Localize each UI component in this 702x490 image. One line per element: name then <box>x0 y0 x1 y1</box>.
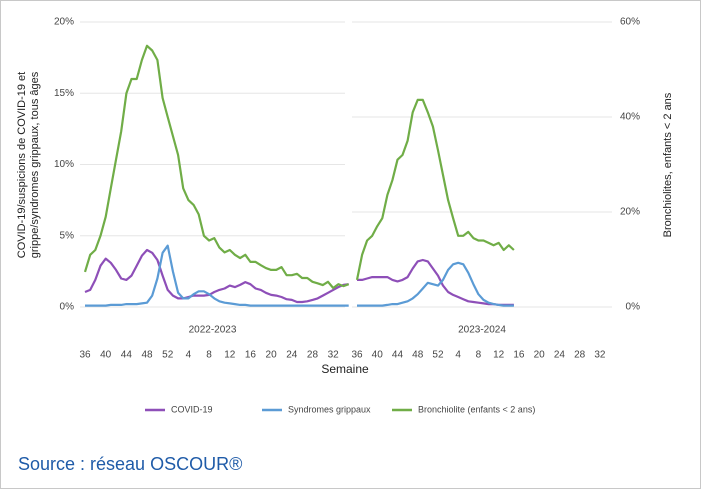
series-line <box>83 44 350 290</box>
series-line <box>355 98 515 281</box>
series-line <box>357 258 514 306</box>
x-tick-label: 32 <box>594 350 606 361</box>
x-tick-label: 16 <box>513 350 525 361</box>
series-line <box>85 244 349 307</box>
x-tick-label: 28 <box>574 350 586 361</box>
x-tick-label: 44 <box>392 350 404 361</box>
x-tick-label: 48 <box>141 350 153 361</box>
y2-tick-label: 0% <box>626 302 641 313</box>
source: Source : réseau OSCOUR® <box>18 454 242 474</box>
series-line <box>84 248 349 304</box>
x-tick-label: 24 <box>286 350 298 361</box>
x-tick-label: 16 <box>245 350 257 361</box>
x-tick-label: 52 <box>162 350 174 361</box>
x-tick-label: 20 <box>266 350 278 361</box>
y2-tick-label: 60% <box>620 17 640 28</box>
y-tick-label: 15% <box>54 88 74 99</box>
y-axis-label-line: COVID-19/suspicions de COVID-19 et <box>16 72 28 258</box>
y-axis-label-line: grippe/syndromes grippaux, tous âges <box>29 71 41 258</box>
panel-title: 2022-2023 <box>189 325 237 336</box>
x-tick-label: 44 <box>121 350 133 361</box>
y-tick-label: 0% <box>60 302 75 313</box>
y2-tick-label: 20% <box>620 207 640 218</box>
x-tick-label: 40 <box>100 350 112 361</box>
y-axis-label: COVID-19/suspicions de COVID-19 et gripp… <box>16 71 41 258</box>
x-tick-label: 32 <box>328 350 340 361</box>
legend-label: COVID-19 <box>171 404 213 414</box>
x-tick-label: 4 <box>186 350 192 361</box>
x-tick-label: 36 <box>351 350 363 361</box>
x-tick-label: 28 <box>307 350 319 361</box>
x-tick-label: 8 <box>206 350 212 361</box>
y-tick-label: 20% <box>54 17 74 28</box>
series-line <box>357 261 514 307</box>
legend-label: Bronchiolite (enfants < 2 ans) <box>418 404 535 414</box>
y2-axis-label: Bronchiolites, enfants < 2 ans <box>662 92 674 237</box>
x-tick-label: 20 <box>534 350 546 361</box>
x-tick-label: 4 <box>455 350 461 361</box>
x-tick-label: 52 <box>432 350 444 361</box>
x-tick-label: 8 <box>476 350 482 361</box>
x-tick-label: 36 <box>79 350 91 361</box>
legend-label: Syndromes grippaux <box>288 404 371 414</box>
x-tick-label: 12 <box>224 350 236 361</box>
y-tick-label: 10% <box>54 159 74 170</box>
y-tick-label: 5% <box>60 230 75 241</box>
y2-tick-label: 40% <box>620 112 640 123</box>
x-tick-label: 24 <box>554 350 566 361</box>
x-axis-label: Semaine <box>321 362 369 376</box>
x-tick-label: 40 <box>372 350 384 361</box>
x-tick-label: 12 <box>493 350 505 361</box>
x-tick-label: 48 <box>412 350 424 361</box>
panel-title: 2023-2024 <box>458 325 506 336</box>
